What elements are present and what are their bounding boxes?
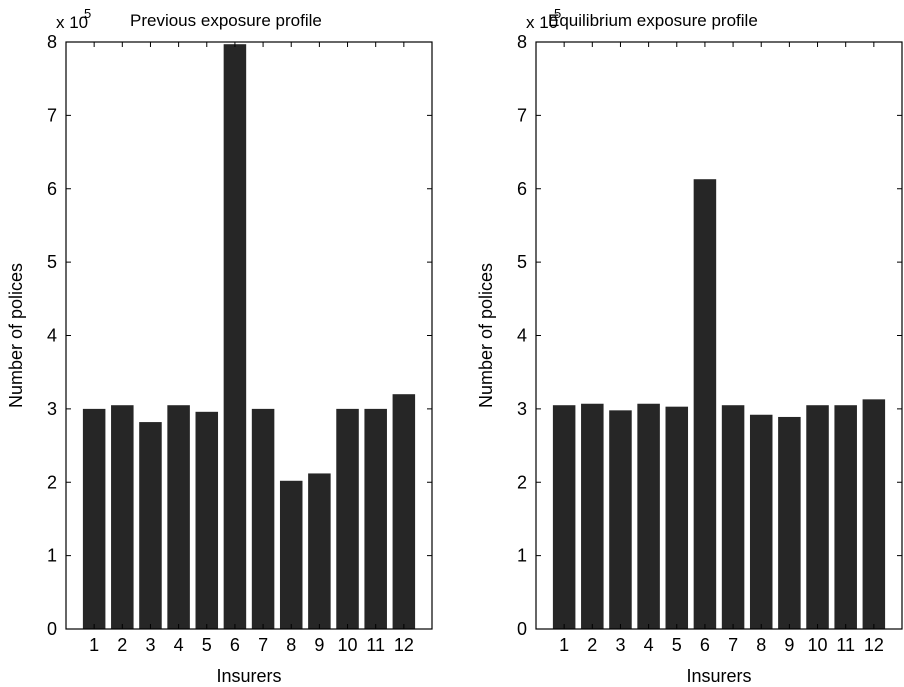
x-tick-label: 9 <box>784 635 794 655</box>
y-tick-label: 2 <box>517 472 527 492</box>
x-tick-label: 3 <box>145 635 155 655</box>
y-tick-label: 0 <box>517 619 527 639</box>
y-axis-label: Number of polices <box>6 263 26 408</box>
y-scale-exponent: 5 <box>554 6 561 21</box>
y-tick-label: 5 <box>517 252 527 272</box>
bar-insurer-6 <box>223 44 247 629</box>
x-tick-label: 9 <box>314 635 324 655</box>
y-scale-exponent: 5 <box>84 6 91 21</box>
y-tick-label: 3 <box>47 399 57 419</box>
y-axis-label: Number of polices <box>476 263 496 408</box>
x-tick-label: 2 <box>587 635 597 655</box>
chart-title: Previous exposure profile <box>130 11 322 30</box>
x-tick-label: 6 <box>700 635 710 655</box>
bar-insurer-6 <box>693 179 717 629</box>
y-tick-label: 3 <box>517 399 527 419</box>
y-scale-multiplier: x 10 <box>56 13 88 32</box>
bar-insurer-3 <box>139 422 162 629</box>
x-tick-label: 6 <box>230 635 240 655</box>
y-tick-label: 7 <box>517 105 527 125</box>
bar-insurer-1 <box>552 405 576 629</box>
x-tick-label: 11 <box>836 635 855 655</box>
y-tick-label: 4 <box>47 326 57 346</box>
x-tick-label: 4 <box>644 635 654 655</box>
y-tick-label: 1 <box>517 546 527 566</box>
y-scale-multiplier: x 10 <box>526 13 558 32</box>
bar-insurer-3 <box>609 410 632 629</box>
bar-insurer-2 <box>111 405 134 629</box>
x-tick-label: 11 <box>366 635 385 655</box>
y-tick-label: 0 <box>47 619 57 639</box>
x-tick-label: 5 <box>202 635 212 655</box>
bar-insurer-8 <box>279 480 303 629</box>
x-tick-label: 7 <box>258 635 268 655</box>
bar-insurer-4 <box>637 403 660 629</box>
x-tick-label: 8 <box>286 635 296 655</box>
x-tick-label: 4 <box>174 635 184 655</box>
bar-insurer-10 <box>336 408 359 630</box>
x-tick-label: 7 <box>728 635 738 655</box>
y-tick-label: 6 <box>517 179 527 199</box>
bar-insurer-10 <box>806 405 829 629</box>
bar-insurer-11 <box>364 408 387 630</box>
x-tick-label: 5 <box>672 635 682 655</box>
bar-insurer-1 <box>82 408 106 630</box>
bar-insurer-5 <box>665 406 689 629</box>
x-tick-label: 12 <box>864 635 884 655</box>
x-tick-label: 1 <box>559 635 569 655</box>
x-tick-label: 12 <box>394 635 414 655</box>
x-tick-label: 3 <box>615 635 625 655</box>
x-tick-label: 1 <box>89 635 99 655</box>
bar-insurer-9 <box>308 473 331 629</box>
bar-insurer-2 <box>581 403 604 629</box>
bar-insurer-7 <box>251 408 275 630</box>
y-tick-label: 5 <box>47 252 57 272</box>
bar-insurer-7 <box>721 405 745 629</box>
bar-insurer-9 <box>778 416 801 629</box>
y-tick-label: 6 <box>47 179 57 199</box>
x-tick-label: 10 <box>808 635 828 655</box>
bar-insurer-4 <box>167 405 190 629</box>
chart-title: Equilibrium exposure profile <box>548 11 758 30</box>
y-tick-label: 4 <box>517 326 527 346</box>
y-tick-label: 7 <box>47 105 57 125</box>
y-tick-label: 1 <box>47 546 57 566</box>
y-tick-label: 8 <box>517 32 527 52</box>
bar-insurer-12 <box>392 394 416 629</box>
x-tick-label: 8 <box>756 635 766 655</box>
y-tick-label: 2 <box>47 472 57 492</box>
bar-insurer-8 <box>749 414 773 629</box>
x-tick-label: 2 <box>117 635 127 655</box>
y-tick-label: 8 <box>47 32 57 52</box>
bar-insurer-5 <box>195 411 219 629</box>
x-axis-label: Insurers <box>686 666 751 686</box>
bar-insurer-12 <box>862 399 886 629</box>
bar-insurer-11 <box>834 405 857 629</box>
x-axis-label: Insurers <box>216 666 281 686</box>
x-tick-label: 10 <box>338 635 358 655</box>
